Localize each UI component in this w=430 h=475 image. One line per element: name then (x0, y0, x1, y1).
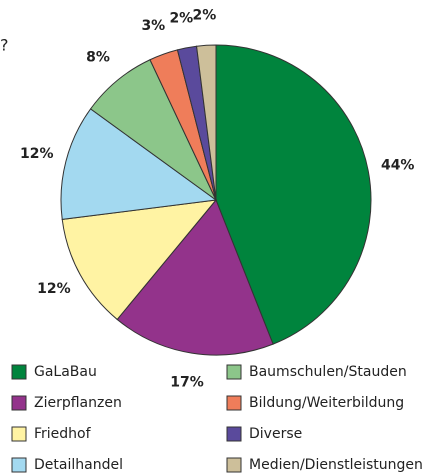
pie-slice (116, 199, 274, 356)
legend-label: Diverse (249, 426, 302, 442)
chart-title: ? (0, 36, 9, 55)
legend-label: GaLaBau (34, 364, 97, 380)
legend-label: Zierpflanzen (34, 395, 122, 411)
data-label: 8% (86, 49, 110, 65)
legend-label: Friedhof (34, 426, 92, 442)
pie-slice (61, 199, 218, 321)
data-label: 3% (141, 18, 165, 34)
pie-slice (215, 44, 372, 345)
legend-swatch (226, 395, 242, 411)
legend-swatch (226, 364, 242, 380)
pie-slice (60, 108, 218, 220)
legend-swatch (11, 364, 27, 380)
legend-swatch (226, 426, 242, 442)
data-label: 2% (169, 10, 193, 26)
legend-label: Detailhandel (34, 457, 123, 473)
data-label: 17% (170, 375, 204, 391)
data-label: 44% (381, 157, 415, 173)
legend-label: Baumschulen/Stauden (249, 364, 407, 380)
legend-label: Bildung/Weiterbildung (249, 395, 404, 411)
data-label: 2% (192, 7, 216, 23)
pie-slice (196, 44, 217, 201)
data-label: 12% (20, 146, 54, 162)
data-label: 12% (37, 281, 71, 297)
legend-swatch (226, 457, 242, 473)
legend-swatch (11, 426, 27, 442)
legend-swatch (11, 395, 27, 411)
legend-label: Medien/Dienstleistungen (249, 457, 423, 473)
legend-swatch (11, 457, 27, 473)
